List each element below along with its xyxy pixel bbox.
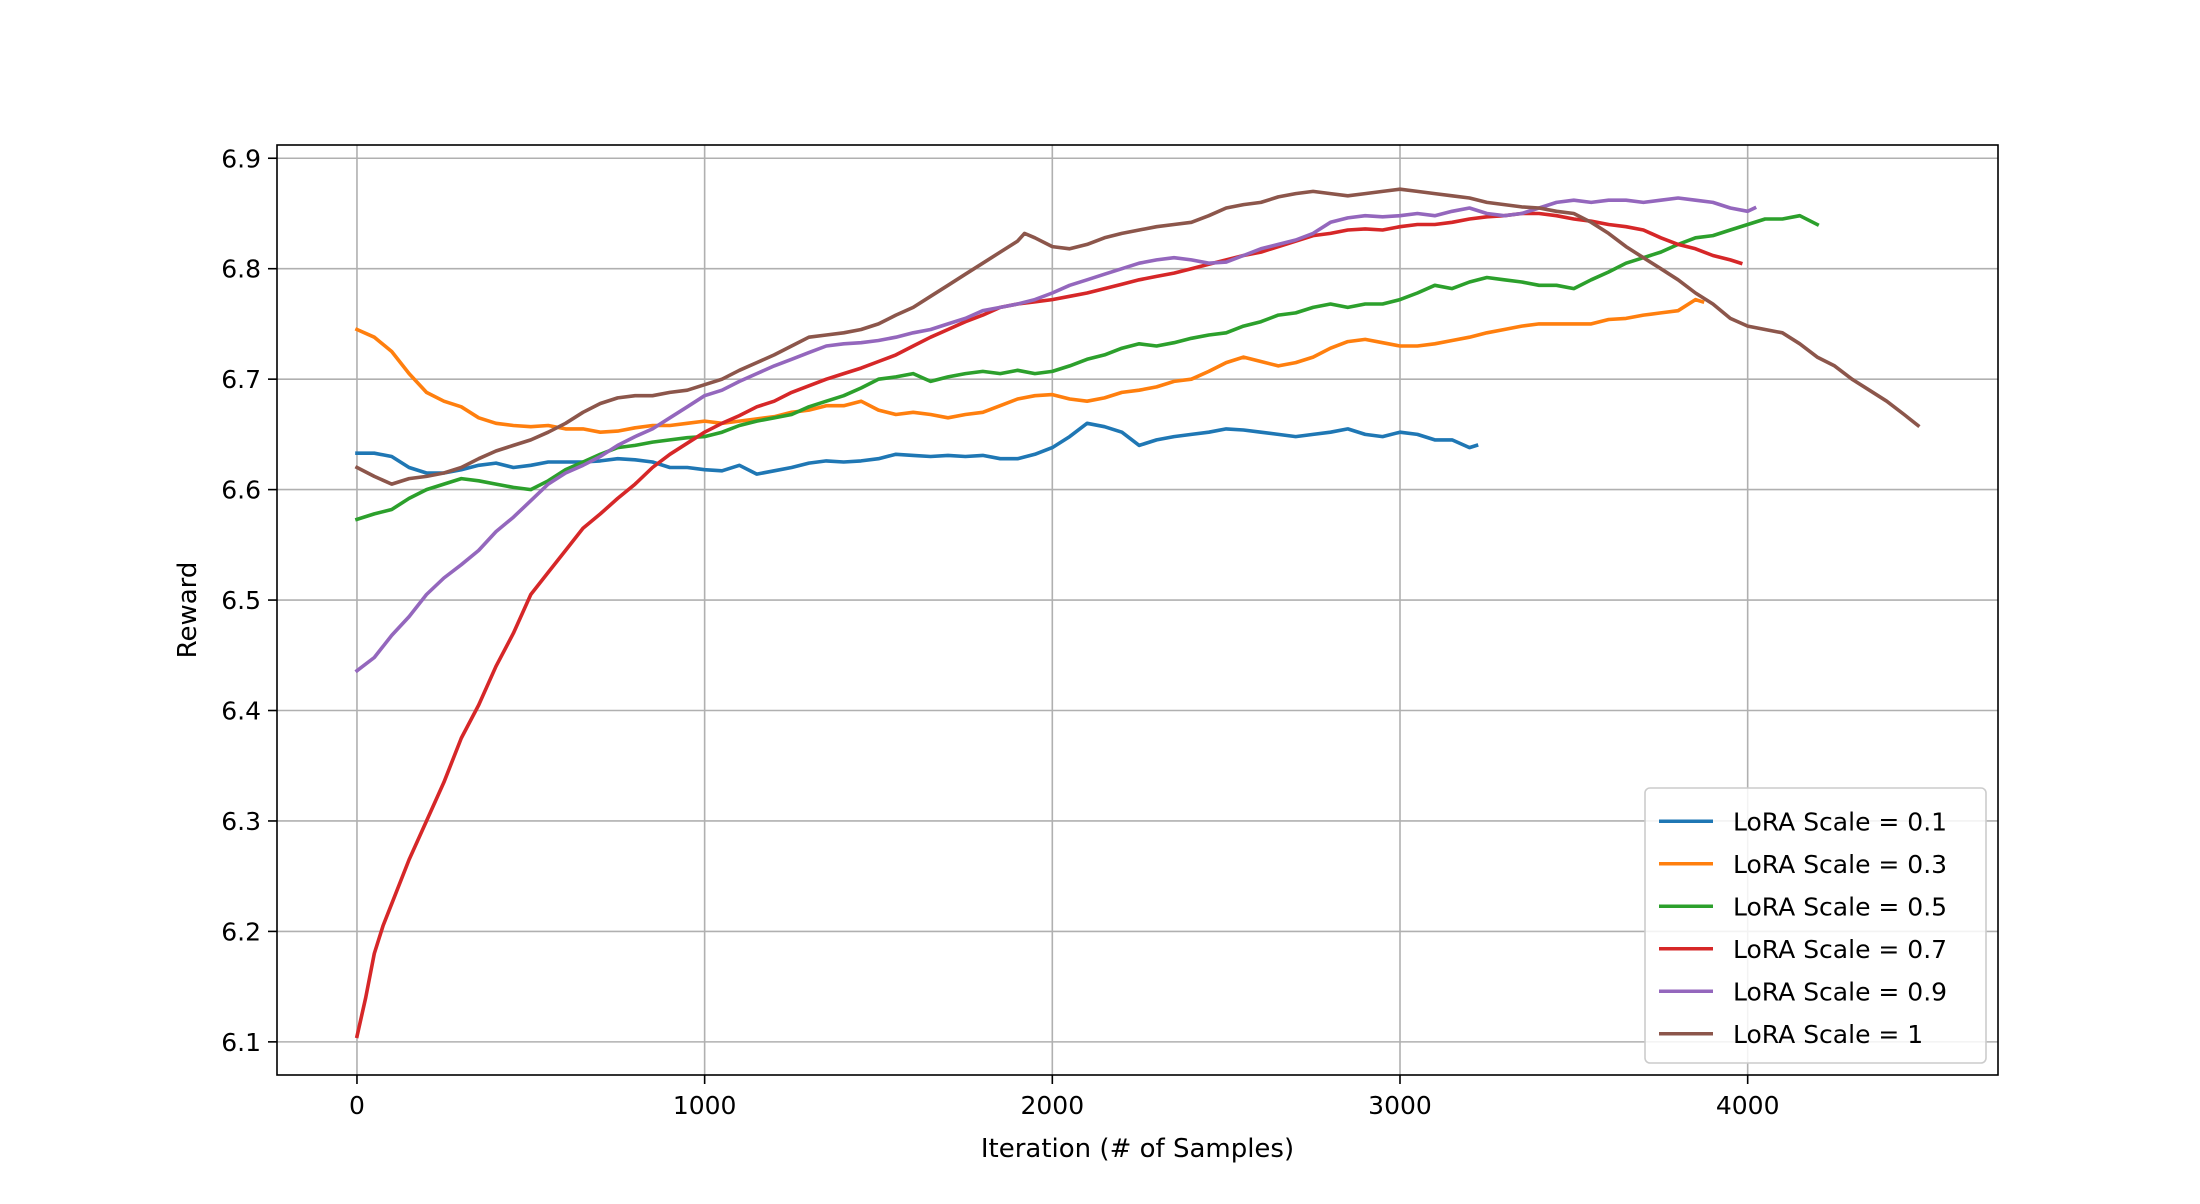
y-tick-label: 6.4	[221, 697, 261, 726]
legend-box	[1644, 787, 1987, 1064]
legend-label: LoRA Scale = 0.1	[1733, 807, 1947, 836]
y-tick-label: 6.8	[221, 255, 261, 284]
series-line-2	[354, 213, 1820, 522]
legend-label: LoRA Scale = 0.7	[1733, 935, 1947, 964]
x-tick-label: 4000	[1716, 1091, 1780, 1120]
legend: LoRA Scale = 0.1 LoRA Scale = 0.3 LoRA Sca…	[1644, 787, 1987, 1064]
y-axis-label: Reward	[173, 562, 203, 659]
y-tick-label: 6.6	[221, 476, 261, 505]
plot-area-frame	[276, 144, 1999, 1076]
series-line-0	[355, 421, 1479, 476]
x-tick-label: 1000	[673, 1091, 737, 1120]
x-axis-label: Iteration (# of Samples)	[981, 1134, 1294, 1164]
y-tick-label: 6.3	[221, 807, 261, 836]
y-tick-label: 6.7	[221, 365, 261, 394]
series-line-1	[354, 297, 1705, 435]
x-tick-label: 0	[349, 1091, 365, 1120]
x-tick-label: 2000	[1021, 1091, 1085, 1120]
series-line-5	[354, 187, 1921, 486]
y-tick-label: 6.1	[221, 1028, 261, 1057]
x-axis-ticks: 0 1000 2000 3000 4000	[349, 1075, 1779, 1120]
series-line-4	[354, 196, 1758, 674]
series-lines	[354, 187, 1921, 1039]
legend-label: LoRA Scale = 0.3	[1733, 850, 1947, 879]
y-tick-label: 6.9	[221, 144, 261, 173]
legend-label: LoRA Scale = 0.5	[1733, 892, 1947, 921]
legend-label: LoRA Scale = 0.9	[1733, 977, 1947, 1006]
y-axis-ticks: 6.1 6.2 6.3 6.4 6.5 6.6 6.7 6.8 6.9	[221, 144, 277, 1057]
y-tick-label: 6.2	[221, 917, 261, 946]
legend-label: LoRA Scale = 1	[1733, 1020, 1923, 1049]
x-tick-label: 3000	[1368, 1091, 1432, 1120]
y-tick-label: 6.5	[221, 586, 261, 615]
